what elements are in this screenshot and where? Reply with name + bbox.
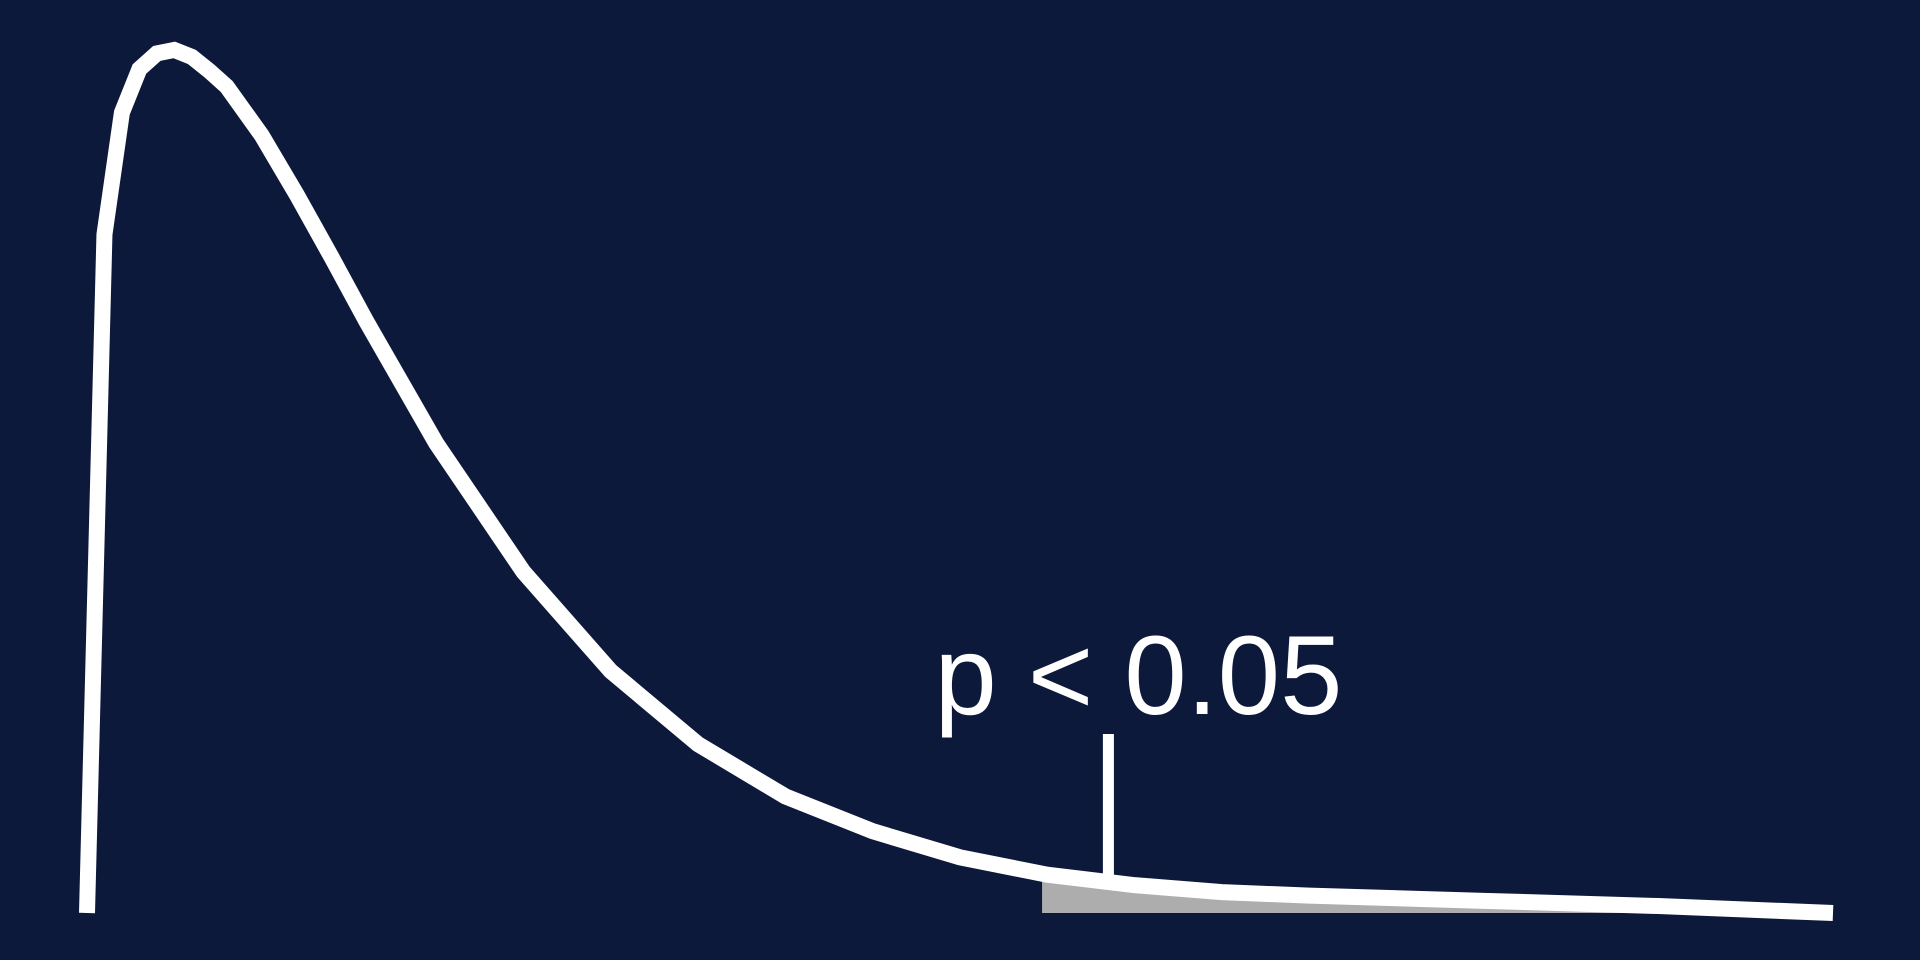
rejection-region	[1042, 873, 1833, 913]
significance-label: p < 0.05	[934, 613, 1342, 738]
density-curve	[79, 41, 1834, 921]
